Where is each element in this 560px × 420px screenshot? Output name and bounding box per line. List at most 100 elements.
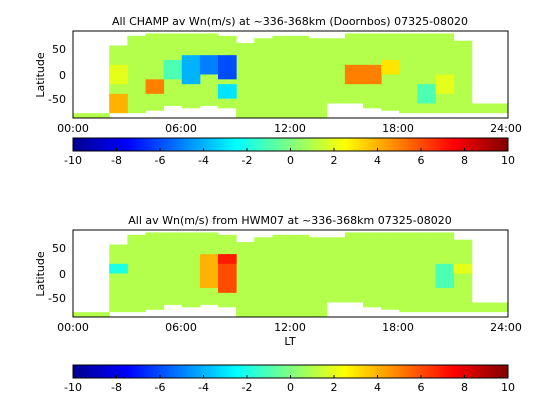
- heatmap-column: [236, 43, 255, 119]
- heatmap-column: [326, 237, 346, 303]
- heatmap-column: [417, 232, 436, 313]
- x-tick-label: 06:00: [165, 321, 197, 334]
- heatmap-cell: [163, 60, 183, 80]
- colorbar-tick-label: -4: [198, 381, 209, 394]
- colorbar-tick-label: 10: [501, 154, 515, 167]
- x-tick-label: 00:00: [57, 321, 89, 334]
- heatmap-column: [453, 40, 473, 114]
- colorbar-tick-label: -6: [155, 154, 166, 167]
- heatmap-cell: [181, 254, 201, 293]
- heatmap-column: [73, 312, 92, 317]
- y-axis-label: Latitude: [34, 52, 47, 98]
- y-tick-label: 50: [52, 242, 66, 255]
- colorbar-tick-label: 8: [461, 154, 468, 167]
- colorbar-tick-label: 6: [418, 381, 425, 394]
- heatmap-column: [290, 234, 310, 317]
- heatmap-column: [254, 38, 273, 118]
- heatmap-column: [236, 242, 255, 317]
- heatmap-column: [308, 38, 328, 118]
- colorbar-ticks: -10 -8 -6 -4 -2 0 2 4 6 8 10: [64, 375, 515, 394]
- chart-bottom-title: All av Wn(m/s) from HWM07 at ~336-368km …: [128, 214, 451, 227]
- y-tick-label: 50: [52, 43, 66, 56]
- colorbar-tick-label: 0: [287, 154, 294, 167]
- colorbar-tick-label: 2: [331, 381, 338, 394]
- heatmap-cells: [73, 33, 509, 119]
- plot-frame: [72, 229, 509, 318]
- heatmap-column: [363, 232, 382, 308]
- heatmap-cell: [109, 263, 128, 274]
- x-tick-label: 24:00: [490, 321, 522, 334]
- heatmap-column: [290, 35, 310, 119]
- colorbar-tick-label: -6: [155, 381, 166, 394]
- heatmap-column: [91, 113, 110, 118]
- colorbar: -10 -8 -6 -4 -2 0 2 4 6 8 10: [64, 364, 515, 394]
- y-ticks: 50 0 -50: [48, 242, 66, 305]
- x-ticks: 00:00 06:00 12:00 18:00 24:00: [57, 122, 522, 135]
- chart-top-title: All CHAMP av Wn(m/s) at ~336-368km (Door…: [112, 15, 468, 28]
- y-axis-label: Latitude: [34, 251, 47, 297]
- heatmap-cell: [453, 263, 473, 274]
- heatmap-cell: [218, 55, 237, 80]
- heatmap-column: [127, 234, 146, 313]
- colorbar-tick-label: 4: [374, 154, 381, 167]
- heatmap-column: [471, 302, 491, 313]
- heatmap-column: [435, 33, 455, 114]
- chart-bottom: All av Wn(m/s) from HWM07 at ~336-368km …: [34, 214, 522, 394]
- heatmap-cell: [109, 93, 128, 114]
- y-tick-label: 0: [59, 268, 66, 281]
- colorbar-tick-label: 6: [418, 154, 425, 167]
- heatmap-cell: [145, 79, 165, 94]
- colorbar-tick-label: 0: [287, 381, 294, 394]
- heatmap-cell: [363, 64, 382, 85]
- x-axis-label: LT: [284, 335, 296, 348]
- x-ticks: 00:00 06:00 12:00 18:00 24:00: [57, 321, 522, 334]
- heatmap-cell: [181, 55, 201, 85]
- heatmap-cell: [145, 263, 165, 284]
- colorbar-tick-label: -2: [242, 154, 253, 167]
- heatmap-column: [254, 237, 273, 317]
- colorbar-ticks: -10 -8 -6 -4 -2 0 2 4 6 8 10: [64, 148, 515, 167]
- heatmap-cell: [417, 84, 436, 104]
- heatmap-cells: [73, 232, 509, 317]
- heatmap-cell: [218, 254, 237, 264]
- x-tick-label: 12:00: [274, 321, 306, 334]
- plot-frame: [72, 30, 509, 119]
- colorbar-tick-label: -4: [198, 154, 209, 167]
- y-tick-label: 0: [59, 69, 66, 82]
- x-tick-label: 12:00: [274, 122, 306, 135]
- heatmap-column: [163, 232, 183, 305]
- heatmap-column: [453, 239, 473, 313]
- heatmap-column: [489, 302, 509, 313]
- colorbar: -10 -8 -6 -4 -2 0 2 4 6 8 10: [64, 137, 515, 167]
- heatmap-cell: [435, 263, 455, 288]
- y-ticks: 50 0 -50: [48, 43, 66, 106]
- heatmap-cell: [218, 84, 237, 99]
- colorbar-tick-label: 2: [331, 154, 338, 167]
- chart-top: All CHAMP av Wn(m/s) at ~336-368km (Door…: [34, 15, 522, 167]
- colorbar-tick-label: -10: [64, 381, 82, 394]
- heatmap-column: [471, 103, 491, 114]
- heatmap-column: [344, 232, 364, 303]
- heatmap-column: [326, 38, 346, 104]
- heatmap-column: [145, 33, 165, 111]
- heatmap-cell: [199, 55, 219, 75]
- colorbar-tick-label: -8: [111, 154, 122, 167]
- heatmap-column: [272, 234, 291, 317]
- heatmap-column: [272, 35, 291, 119]
- colorbar-tick-label: -10: [64, 154, 82, 167]
- x-tick-label: 00:00: [57, 122, 89, 135]
- heatmap-cell: [381, 259, 400, 274]
- colorbar-tick-label: 10: [501, 381, 515, 394]
- heatmap-column: [91, 312, 110, 317]
- heatmap-column: [127, 35, 146, 114]
- heatmap-cell: [109, 64, 128, 85]
- heatmap-cell: [344, 64, 364, 85]
- heatmap-cell: [199, 254, 219, 288]
- x-tick-label: 06:00: [165, 122, 197, 135]
- heatmap-column: [109, 244, 128, 313]
- colorbar-tick-label: 4: [374, 381, 381, 394]
- colorbar-tick-label: -2: [242, 381, 253, 394]
- y-tick-label: -50: [48, 292, 66, 305]
- heatmap-column: [399, 33, 418, 114]
